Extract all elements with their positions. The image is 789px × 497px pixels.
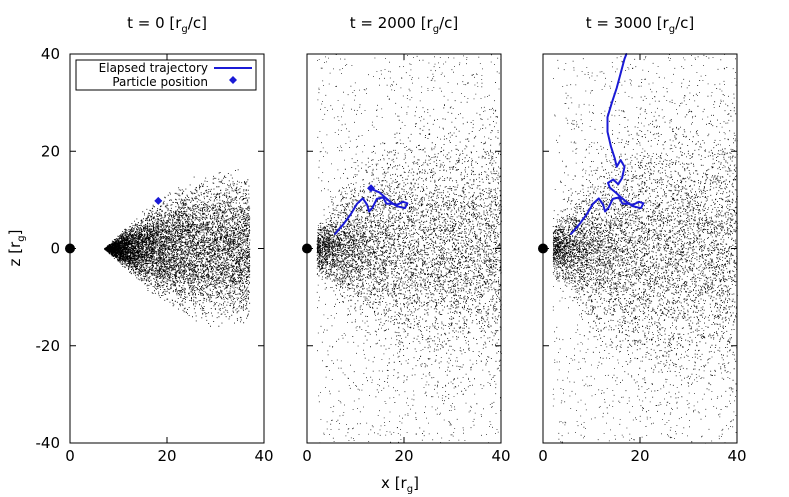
panel-title: t = 2000 [rg/c] (350, 14, 459, 35)
legend-diamond-particle (229, 76, 237, 84)
y-axis-label: z [rg] (6, 230, 27, 267)
x-tick-label: 40 (491, 447, 510, 465)
x-tick-label: 40 (727, 447, 746, 465)
legend-label-particle: Particle position (112, 75, 208, 89)
legend: Elapsed trajectory Particle position (75, 59, 257, 91)
x-tick-label: 0 (65, 447, 75, 465)
particle-position-marker (154, 196, 163, 205)
x-tick-label: 0 (302, 447, 312, 465)
panel-t2000: t = 2000 [rg/c] 0 20 40 (302, 14, 511, 465)
particle-cloud (552, 54, 738, 444)
y-tick-label: 0 (50, 240, 60, 258)
x-tick-label: 20 (394, 447, 413, 465)
panel-title: t = 3000 [rg/c] (586, 14, 695, 35)
trajectory-line (570, 53, 645, 235)
x-tick-label: 40 (254, 447, 273, 465)
panel-title: t = 0 [rg/c] (127, 14, 207, 35)
particle-diamond (367, 184, 376, 193)
trajectory-path (570, 53, 645, 235)
y-tick-label: -40 (36, 434, 61, 452)
trajectory-line (334, 189, 409, 235)
particle-cloud (316, 54, 502, 444)
x-tick-label: 0 (538, 447, 548, 465)
legend-box (75, 59, 257, 91)
particle-position-marker (367, 184, 376, 193)
y-tick-label: 20 (41, 142, 60, 160)
particle-diamond (154, 196, 163, 205)
x-tick-label: 20 (630, 447, 649, 465)
y-tick-label: 40 (41, 45, 60, 63)
x-tick-label: 20 (157, 447, 176, 465)
x-axis-label: x [rg] (381, 474, 419, 495)
y-tick-label: -20 (36, 337, 61, 355)
trajectory-path (334, 189, 409, 235)
panel-t3000: t = 3000 [rg/c] 0 20 40 (538, 14, 747, 465)
particle-cloud (104, 169, 251, 327)
panel-t0: t = 0 [rg/c] 0 20 40 -40 -20 0 20 40 Elapsed tr… (36, 14, 274, 465)
legend-label-trajectory: Elapsed trajectory (99, 61, 208, 75)
